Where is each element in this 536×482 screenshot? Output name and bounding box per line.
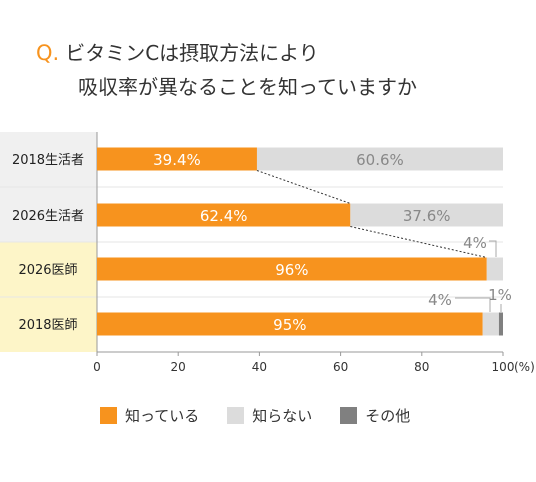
bar-know bbox=[97, 312, 483, 336]
callout-line bbox=[455, 297, 491, 312]
bar-dont-know bbox=[256, 147, 503, 171]
legend-label-know: 知っている bbox=[125, 407, 200, 425]
data-label-know: 95% bbox=[273, 316, 306, 334]
x-tick-label: 40 bbox=[252, 360, 267, 374]
legend-swatch-know bbox=[100, 407, 117, 424]
x-tick-label: 0 bbox=[93, 360, 101, 374]
x-tick-label: 60 bbox=[333, 360, 348, 374]
question-title: Q. ビタミンCは摂取方法により 吸収率が異なることを知っていますか bbox=[36, 36, 417, 104]
category-label: 2018生活者 bbox=[12, 153, 84, 168]
data-label-dont-know-callout: 4% bbox=[463, 234, 487, 252]
legend-label-other: その他 bbox=[365, 407, 411, 425]
chart-legend: 知っている 知らない その他 bbox=[100, 405, 438, 426]
data-label-other-callout: 1% bbox=[488, 286, 512, 304]
x-tick-label: 100 bbox=[492, 360, 515, 374]
x-tick-label: 20 bbox=[171, 360, 186, 374]
bar-know bbox=[97, 147, 257, 171]
bar-dont-know bbox=[486, 257, 503, 281]
data-label-know: 62.4% bbox=[200, 207, 248, 225]
data-label-dont-know: 37.6% bbox=[403, 207, 451, 225]
data-label-know: 96% bbox=[275, 261, 308, 279]
bar-other bbox=[498, 312, 503, 336]
bar-dont-know bbox=[350, 203, 503, 227]
question-line-1: ビタミンCは摂取方法により bbox=[65, 41, 319, 65]
category-label: 2018医師 bbox=[18, 318, 77, 333]
data-label-dont-know-callout: 4% bbox=[428, 291, 452, 309]
question-line-2: 吸収率が異なることを知っていますか bbox=[78, 75, 417, 99]
callout-line bbox=[489, 240, 497, 257]
bar-know bbox=[97, 203, 351, 227]
legend-label-dont-know: 知らない bbox=[252, 407, 313, 425]
bar-dont-know bbox=[482, 312, 499, 336]
legend-item-other: その他 bbox=[340, 405, 410, 426]
category-label: 2026生活者 bbox=[12, 209, 84, 224]
question-prefix: Q. bbox=[36, 41, 60, 65]
x-tick-label: 80 bbox=[414, 360, 429, 374]
data-label-dont-know: 60.6% bbox=[356, 151, 404, 169]
x-axis-unit: (%) bbox=[514, 360, 535, 374]
category-label: 2026医師 bbox=[18, 263, 77, 278]
legend-swatch-other bbox=[340, 407, 358, 424]
legend-item-know: 知っている bbox=[100, 405, 199, 426]
trend-connector bbox=[350, 226, 487, 258]
legend-swatch-dont-know bbox=[227, 407, 245, 424]
legend-item-dont-know: 知らない bbox=[227, 405, 312, 426]
trend-connector bbox=[256, 170, 351, 204]
stacked-bar-chart: 0 20 40 60 80 100 (%) 2018生活者 2026生活者 2026医師 2018医… bbox=[0, 132, 535, 374]
bar-know bbox=[97, 257, 487, 281]
data-label-know: 39.4% bbox=[153, 151, 201, 169]
